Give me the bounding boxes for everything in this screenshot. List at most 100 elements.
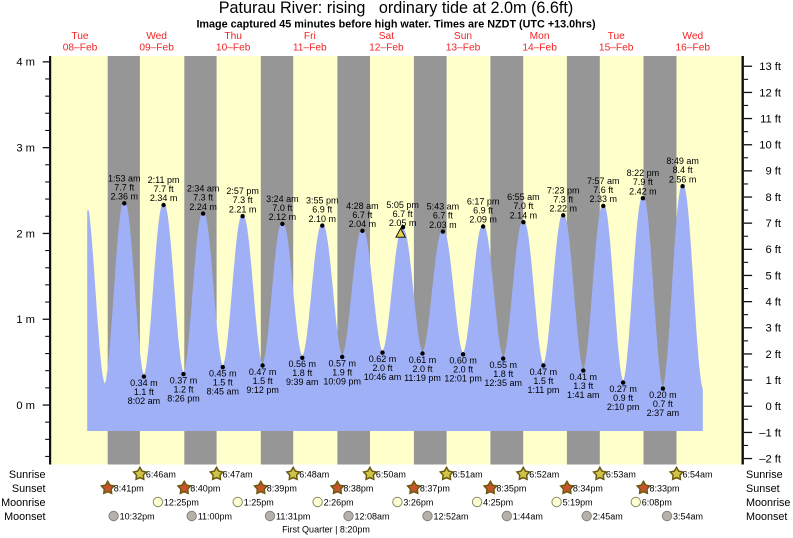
svg-text:1:53 am: 1:53 am: [108, 173, 141, 183]
svg-text:1:41 am: 1:41 am: [567, 390, 600, 400]
svg-text:1.1 ft: 1.1 ft: [134, 387, 155, 397]
svg-text:12 ft: 12 ft: [759, 87, 782, 99]
svg-text:15–Feb: 15–Feb: [599, 43, 634, 54]
svg-text:First Quarter | 8:20pm: First Quarter | 8:20pm: [282, 525, 370, 535]
svg-text:Thu: Thu: [224, 31, 242, 42]
svg-text:9:39 am: 9:39 am: [286, 377, 319, 387]
svg-text:Sat: Sat: [379, 31, 394, 42]
svg-text:8:26 pm: 8:26 pm: [167, 394, 200, 404]
svg-text:2.14 m: 2.14 m: [510, 210, 538, 220]
svg-text:–2 ft: –2 ft: [759, 453, 782, 465]
svg-text:Sunrise: Sunrise: [746, 469, 783, 481]
svg-text:Moonrise: Moonrise: [746, 497, 790, 509]
svg-text:2.22 m: 2.22 m: [549, 204, 577, 214]
svg-text:7.0 ft: 7.0 ft: [272, 203, 293, 213]
svg-text:7.3 ft: 7.3 ft: [553, 194, 574, 204]
svg-text:0.41 m: 0.41 m: [570, 372, 598, 382]
svg-text:0.37 m: 0.37 m: [170, 376, 198, 386]
svg-text:5:05 pm: 5:05 pm: [386, 200, 419, 210]
svg-text:2.03 m: 2.03 m: [429, 220, 457, 230]
svg-text:1 m: 1 m: [16, 314, 35, 326]
svg-text:1.9 ft: 1.9 ft: [332, 367, 353, 377]
svg-text:2.04 m: 2.04 m: [349, 219, 377, 229]
svg-text:12:52am: 12:52am: [434, 511, 469, 521]
svg-text:2.10 m: 2.10 m: [309, 214, 337, 224]
svg-text:09–Feb: 09–Feb: [139, 43, 174, 54]
svg-text:1.5 ft: 1.5 ft: [253, 376, 274, 386]
svg-text:7.0 ft: 7.0 ft: [513, 201, 534, 211]
svg-text:2:34 am: 2:34 am: [187, 184, 220, 194]
svg-text:13–Feb: 13–Feb: [446, 43, 481, 54]
svg-text:1:25pm: 1:25pm: [244, 497, 274, 507]
svg-text:0.34 m: 0.34 m: [130, 378, 158, 388]
svg-text:8:38pm: 8:38pm: [343, 483, 373, 493]
svg-text:8:49 am: 8:49 am: [666, 156, 699, 166]
svg-text:08–Feb: 08–Feb: [63, 43, 98, 54]
svg-text:7:23 pm: 7:23 pm: [547, 185, 580, 195]
svg-text:Mon: Mon: [530, 31, 550, 42]
svg-text:2:45am: 2:45am: [593, 511, 623, 521]
svg-text:11 ft: 11 ft: [760, 113, 782, 125]
svg-text:4 ft: 4 ft: [765, 297, 781, 309]
svg-text:Tue: Tue: [71, 31, 89, 42]
svg-text:0.7 ft: 0.7 ft: [653, 399, 674, 409]
svg-text:8:35pm: 8:35pm: [496, 483, 526, 493]
svg-text:5:43 am: 5:43 am: [427, 202, 460, 212]
svg-text:7.7 ft: 7.7 ft: [154, 184, 175, 194]
svg-text:Sun: Sun: [454, 31, 472, 42]
svg-text:7.7 ft: 7.7 ft: [114, 182, 135, 192]
svg-text:0.45 m: 0.45 m: [209, 369, 237, 379]
svg-text:0.47 m: 0.47 m: [249, 367, 277, 377]
svg-text:2.33 m: 2.33 m: [590, 194, 618, 204]
svg-text:4:28 am: 4:28 am: [346, 201, 379, 211]
svg-text:0.27 m: 0.27 m: [609, 384, 637, 394]
svg-text:11:00pm: 11:00pm: [198, 511, 232, 521]
svg-text:2 m: 2 m: [16, 228, 35, 240]
svg-text:2.34 m: 2.34 m: [150, 193, 178, 203]
svg-text:8:34pm: 8:34pm: [573, 483, 603, 493]
svg-text:0.55 m: 0.55 m: [489, 360, 517, 370]
svg-text:2:10 pm: 2:10 pm: [607, 402, 640, 412]
svg-text:14–Feb: 14–Feb: [522, 43, 557, 54]
svg-text:11–Feb: 11–Feb: [293, 43, 327, 54]
svg-text:9:12 pm: 9:12 pm: [246, 385, 279, 395]
svg-text:1:11 pm: 1:11 pm: [527, 385, 559, 395]
svg-text:5:19pm: 5:19pm: [563, 497, 593, 507]
svg-text:6:17 pm: 6:17 pm: [467, 197, 500, 207]
svg-text:8:40pm: 8:40pm: [190, 483, 220, 493]
svg-text:7:57 am: 7:57 am: [587, 176, 620, 186]
svg-text:12–Feb: 12–Feb: [369, 43, 404, 54]
svg-text:1.5 ft: 1.5 ft: [213, 378, 234, 388]
svg-text:2.21 m: 2.21 m: [229, 204, 257, 214]
svg-text:8:22 pm: 8:22 pm: [627, 168, 660, 178]
svg-text:12:01 pm: 12:01 pm: [444, 374, 482, 384]
svg-text:4 m: 4 m: [16, 57, 35, 69]
svg-text:0.56 m: 0.56 m: [289, 359, 317, 369]
svg-text:Wed: Wed: [146, 31, 167, 42]
svg-text:6:55 am: 6:55 am: [507, 192, 540, 202]
svg-text:10:09 pm: 10:09 pm: [323, 376, 361, 386]
svg-text:3 m: 3 m: [16, 143, 35, 155]
svg-text:10 ft: 10 ft: [759, 140, 782, 152]
svg-text:1.3 ft: 1.3 ft: [573, 381, 594, 391]
svg-text:6:50am: 6:50am: [376, 469, 406, 479]
svg-text:0.62 m: 0.62 m: [369, 354, 397, 364]
svg-text:8:02 am: 8:02 am: [128, 396, 161, 406]
svg-text:Sunrise: Sunrise: [9, 469, 46, 481]
svg-text:2.0 ft: 2.0 ft: [453, 365, 474, 375]
svg-text:6.7 ft: 6.7 ft: [352, 210, 373, 220]
svg-text:6:48am: 6:48am: [299, 469, 329, 479]
svg-text:2:11 pm: 2:11 pm: [148, 175, 180, 185]
svg-text:8:41pm: 8:41pm: [114, 483, 144, 493]
svg-text:6.9 ft: 6.9 ft: [473, 206, 494, 216]
svg-text:2.05 m: 2.05 m: [389, 218, 417, 228]
svg-text:12:25pm: 12:25pm: [164, 497, 199, 507]
svg-text:1.8 ft: 1.8 ft: [493, 369, 514, 379]
svg-text:Moonset: Moonset: [746, 511, 787, 523]
svg-text:2.56 m: 2.56 m: [669, 174, 697, 184]
svg-text:1.2 ft: 1.2 ft: [173, 385, 194, 395]
svg-text:3:54am: 3:54am: [673, 511, 703, 521]
svg-text:10:46 am: 10:46 am: [364, 372, 402, 382]
svg-text:3:24 am: 3:24 am: [266, 194, 299, 204]
svg-text:9 ft: 9 ft: [765, 166, 781, 178]
